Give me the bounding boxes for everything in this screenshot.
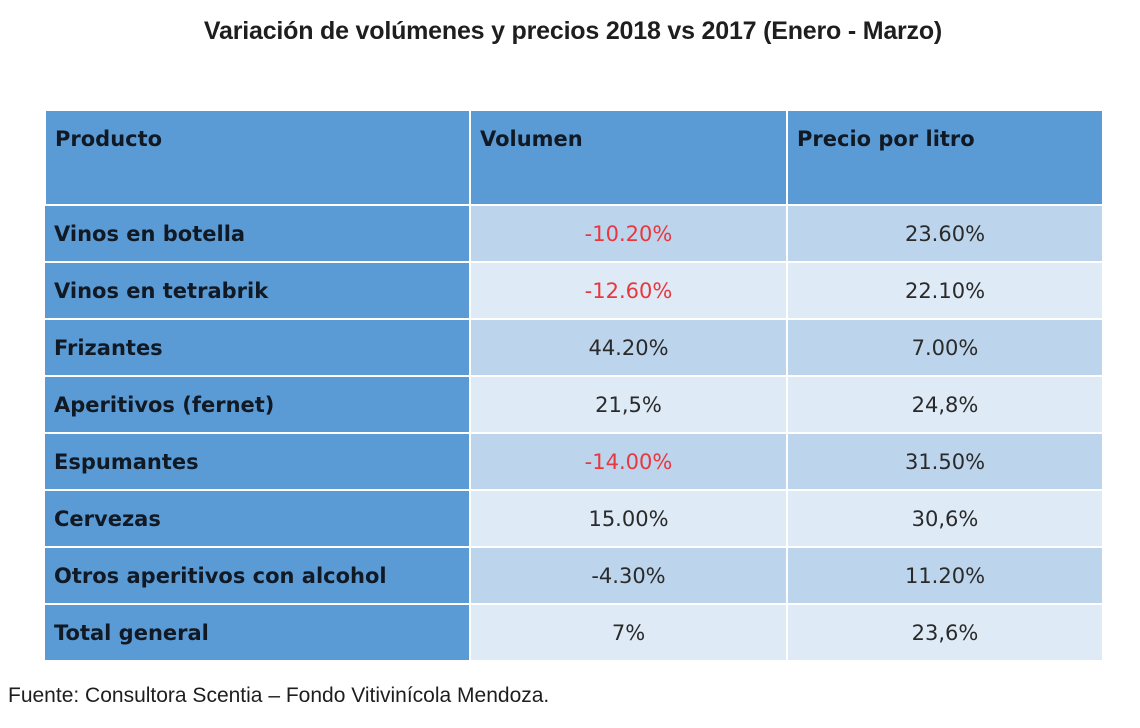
cell-volumen: 7% — [469, 603, 788, 660]
page-title: Variación de volúmenes y precios 2018 vs… — [203, 17, 943, 45]
cell-volumen: 15.00% — [469, 489, 788, 548]
table-body: Vinos en botella -10.20% 23.60% Vinos en… — [45, 204, 1102, 660]
cell-precio: 11.20% — [786, 546, 1102, 605]
cell-precio: 23.60% — [786, 204, 1102, 263]
cell-precio: 30,6% — [786, 489, 1102, 548]
table-row: Otros aperitivos con alcohol -4.30% 11.2… — [45, 546, 1102, 605]
cell-precio: 7.00% — [786, 318, 1102, 377]
table-row: Aperitivos (fernet) 21,5% 24,8% — [45, 375, 1102, 434]
data-table-container: Producto Volumen Precio por litro Vinos … — [44, 111, 1102, 660]
cell-producto: Frizantes — [45, 318, 471, 377]
table-row: Espumantes -14.00% 31.50% — [45, 432, 1102, 491]
cell-producto: Otros aperitivos con alcohol — [45, 546, 471, 605]
table-row: Frizantes 44.20% 7.00% — [45, 318, 1102, 377]
cell-precio: 31.50% — [786, 432, 1102, 491]
cell-volumen: 44.20% — [469, 318, 788, 377]
header-precio-por-litro: Precio por litro — [786, 111, 1102, 206]
cell-precio: 22.10% — [786, 261, 1102, 320]
cell-producto: Espumantes — [45, 432, 471, 491]
source-note: Fuente: Consultora Scentia – Fondo Vitiv… — [8, 684, 550, 707]
variation-table: Producto Volumen Precio por litro Vinos … — [44, 111, 1102, 660]
header-producto: Producto — [44, 111, 471, 206]
cell-volumen: 21,5% — [469, 375, 788, 434]
cell-volumen: -4.30% — [469, 546, 788, 605]
cell-producto: Total general — [45, 603, 471, 660]
table-row: Vinos en tetrabrik -12.60% 22.10% — [45, 261, 1102, 320]
cell-producto: Vinos en tetrabrik — [45, 261, 471, 320]
header-volumen: Volumen — [469, 111, 788, 206]
cell-volumen: -12.60% — [469, 261, 788, 320]
cell-producto: Cervezas — [45, 489, 471, 548]
cell-precio: 23,6% — [786, 603, 1102, 660]
table-row: Vinos en botella -10.20% 23.60% — [45, 204, 1102, 263]
cell-producto: Vinos en botella — [45, 204, 471, 263]
table-row-total: Total general 7% 23,6% — [45, 603, 1102, 660]
cell-volumen: -10.20% — [469, 204, 788, 263]
cell-precio: 24,8% — [786, 375, 1102, 434]
table-row: Cervezas 15.00% 30,6% — [45, 489, 1102, 548]
cell-producto: Aperitivos (fernet) — [45, 375, 471, 434]
table-header-row: Producto Volumen Precio por litro — [44, 111, 1102, 206]
cell-volumen: -14.00% — [469, 432, 788, 491]
